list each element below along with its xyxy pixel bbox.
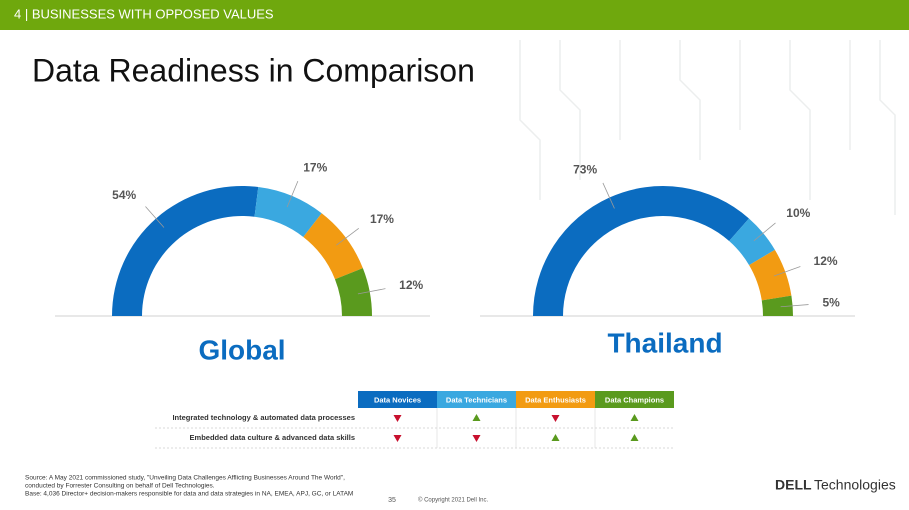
trend-arrow <box>551 415 560 422</box>
page-number: 35 <box>388 497 396 504</box>
column-header <box>358 391 437 408</box>
data-label: 17% <box>303 160 327 174</box>
pie-segment <box>254 187 322 237</box>
row-label: Embedded data culture & advanced data sk… <box>190 433 355 442</box>
leader-line <box>145 206 165 228</box>
leader-line <box>286 180 299 208</box>
trend-arrow <box>472 435 481 442</box>
row-label: Integrated technology & automated data p… <box>172 413 355 422</box>
data-label: 12% <box>814 254 838 268</box>
source-note: conducted by Forrester Consulting on beh… <box>25 483 215 490</box>
data-label: 54% <box>112 188 136 202</box>
column-header-text: Data Champions <box>605 395 664 404</box>
slide-title: Data Readiness in Comparison <box>32 52 475 88</box>
leader-line <box>602 182 615 209</box>
data-label: 17% <box>370 212 394 226</box>
pie-segment <box>761 295 793 316</box>
trend-arrow <box>630 434 639 441</box>
leader-line <box>753 222 776 242</box>
leader-line <box>773 266 801 277</box>
copyright: © Copyright 2021 Dell Inc. <box>418 497 488 504</box>
data-label: 5% <box>823 296 841 310</box>
column-header <box>595 391 674 408</box>
trend-arrow <box>393 435 402 442</box>
leader-line <box>357 288 386 295</box>
circuit-decoration <box>519 40 896 215</box>
trend-arrow <box>630 414 639 421</box>
pie-segment <box>729 218 775 266</box>
trend-arrow <box>551 434 560 441</box>
column-header <box>437 391 516 408</box>
logo-suffix: Technologies <box>814 477 896 493</box>
logo-brand: DELL <box>775 477 812 493</box>
pie-segment <box>112 186 259 316</box>
section-label: 4 | BUSINESSES WITH OPPOSED VALUES <box>14 6 274 21</box>
column-header-text: Data Enthusiasts <box>525 395 586 404</box>
source-note: Base: 4,036 Director+ decision-makers re… <box>25 491 353 498</box>
chart-title: Thailand <box>607 327 722 358</box>
header-bar <box>0 0 909 30</box>
column-header-text: Data Technicians <box>446 395 507 404</box>
trend-arrow <box>393 415 402 422</box>
leader-line <box>336 228 359 246</box>
column-header <box>516 391 595 408</box>
column-header-text: Data Novices <box>374 395 421 404</box>
pie-segment <box>749 249 792 301</box>
data-label: 73% <box>573 162 597 176</box>
data-label: 12% <box>399 278 423 292</box>
leader-line <box>780 304 809 308</box>
source-note: Source: A May 2021 commissioned study, "… <box>25 475 345 482</box>
data-label: 10% <box>786 206 810 220</box>
pie-segment <box>533 186 749 316</box>
chart-title: Global <box>198 334 285 365</box>
pie-segment <box>334 268 372 316</box>
trend-arrow <box>472 414 481 421</box>
pie-segment <box>303 213 363 280</box>
